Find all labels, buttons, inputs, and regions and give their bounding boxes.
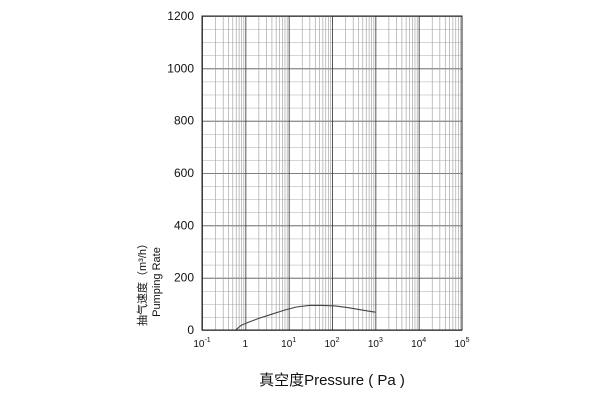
x-axis-label: 真空度Pressure ( Pa ) bbox=[259, 371, 405, 389]
chart-series bbox=[235, 304, 376, 331]
y-tick-label: 600 bbox=[174, 166, 194, 180]
chart-grid bbox=[202, 16, 462, 331]
x-tick-label: 104 bbox=[411, 337, 426, 350]
y-tick-label: 800 bbox=[174, 114, 194, 128]
x-tick-label: 102 bbox=[324, 337, 339, 350]
y-axis-ticks: 0 200 400 600 800 1000 1200 bbox=[167, 9, 194, 337]
y-axis-label-en: Pumping Rate bbox=[151, 247, 163, 317]
plot-frame bbox=[201, 15, 463, 331]
x-tick-label: 10-1 bbox=[193, 337, 210, 350]
y-axis-label: 抽气速度（m³/h） Pumping Rate bbox=[135, 238, 163, 326]
x-tick-label: 1 bbox=[243, 339, 249, 350]
y-axis-label-cn: 抽气速度（m³/h） bbox=[135, 238, 149, 326]
y-tick-label: 1200 bbox=[167, 9, 194, 23]
y-tick-label: 1000 bbox=[167, 61, 194, 75]
series-line bbox=[235, 304, 376, 331]
y-tick-label: 0 bbox=[187, 323, 194, 337]
x-tick-label: 105 bbox=[454, 337, 469, 350]
y-tick-label: 200 bbox=[174, 271, 194, 285]
x-tick-label: 103 bbox=[368, 337, 383, 350]
x-tick-label: 101 bbox=[281, 337, 296, 350]
y-tick-label: 400 bbox=[174, 218, 194, 232]
x-axis-ticks: 10-1 1 101 102 103 104 105 bbox=[193, 337, 469, 350]
